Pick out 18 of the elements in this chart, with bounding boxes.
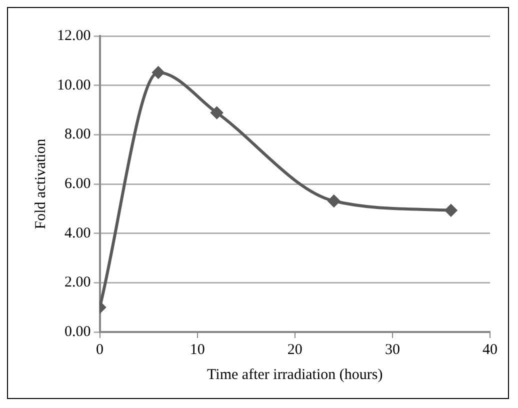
y-tick-label: 6.00 (64, 176, 91, 192)
x-tick-label: 10 (190, 342, 205, 358)
y-tick-label: 0.00 (64, 324, 91, 340)
x-tick-label: 0 (96, 342, 104, 358)
point (444, 204, 457, 216)
y-tick-label: 12.00 (57, 28, 91, 44)
x-tick-label: 30 (384, 342, 400, 358)
x-axis-title: Time after irradiation (hours) (207, 366, 383, 383)
y-tick-label: 8.00 (64, 126, 91, 143)
x-tick-label: 40 (482, 342, 498, 358)
point (152, 66, 164, 79)
x-tick-label: 20 (287, 342, 302, 358)
y-tick-label: 4.00 (64, 225, 91, 242)
y-tick-label: 2.00 (64, 274, 91, 291)
y-axis-title: Fold activation (32, 138, 49, 230)
y-tick-label: 10.00 (57, 77, 91, 94)
point (328, 195, 340, 208)
point (210, 106, 223, 119)
